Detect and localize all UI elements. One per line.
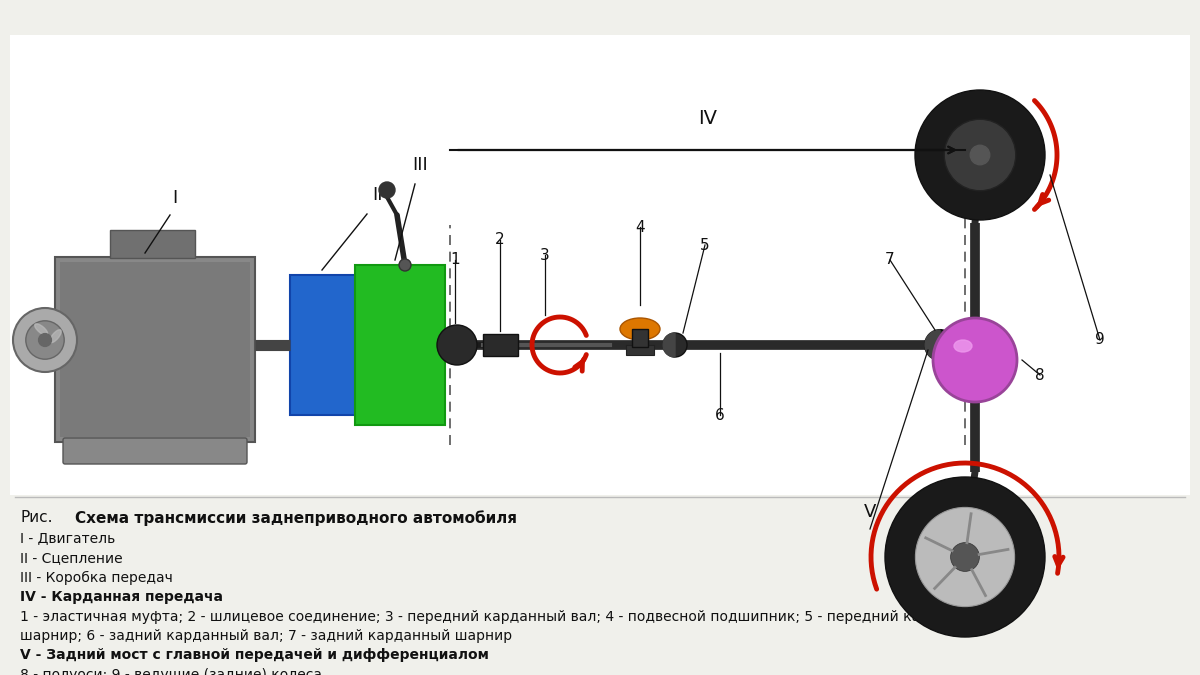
Text: V - Задний мост с главной передачей и дифференциалом: V - Задний мост с главной передачей и ди…	[20, 649, 488, 662]
Ellipse shape	[620, 318, 660, 340]
Circle shape	[934, 318, 1018, 402]
Wedge shape	[662, 333, 674, 357]
Text: 1 - эластичная муфта; 2 - шлицевое соединение; 3 - передний карданный вал; 4 - п: 1 - эластичная муфта; 2 - шлицевое соеди…	[20, 610, 985, 624]
Text: Рис.: Рис.	[20, 510, 53, 525]
Text: I: I	[173, 189, 178, 207]
Bar	[110, 230, 194, 258]
Text: III - Коробка передач: III - Коробка передач	[20, 570, 173, 585]
Text: 7: 7	[886, 252, 895, 267]
Text: 6: 6	[715, 408, 725, 423]
Bar	[60, 262, 250, 437]
Text: V: V	[864, 503, 876, 521]
Bar	[626, 345, 654, 355]
Ellipse shape	[954, 340, 972, 352]
Bar	[55, 257, 256, 442]
Text: 5: 5	[700, 238, 710, 252]
Text: II - Сцепление: II - Сцепление	[20, 551, 122, 565]
FancyBboxPatch shape	[64, 438, 247, 464]
Text: III: III	[412, 156, 428, 174]
Text: 8 - полуоси; 9 - ведущие (задние) колеса: 8 - полуоси; 9 - ведущие (задние) колеса	[20, 668, 322, 675]
Circle shape	[916, 508, 1015, 607]
Bar	[290, 275, 355, 415]
Text: 4: 4	[635, 219, 644, 234]
Bar	[10, 35, 1190, 495]
Circle shape	[925, 330, 955, 360]
Text: 8: 8	[1036, 367, 1045, 383]
Circle shape	[26, 321, 65, 359]
Bar	[632, 329, 648, 347]
Text: Схема трансмиссии заднеприводного автомобиля: Схема трансмиссии заднеприводного автомо…	[74, 510, 517, 526]
Circle shape	[971, 145, 990, 165]
Circle shape	[944, 119, 1015, 191]
Text: 3: 3	[540, 248, 550, 263]
Bar	[355, 265, 445, 425]
Text: IV: IV	[698, 109, 718, 128]
Ellipse shape	[35, 324, 48, 335]
Circle shape	[379, 182, 395, 198]
Text: шарнир; 6 - задний карданный вал; 7 - задний карданный шарнир: шарнир; 6 - задний карданный вал; 7 - за…	[20, 629, 512, 643]
Wedge shape	[925, 330, 940, 360]
Text: 2: 2	[496, 232, 505, 248]
Text: 1: 1	[450, 252, 460, 267]
Bar	[482, 334, 518, 356]
Circle shape	[398, 259, 410, 271]
Circle shape	[13, 308, 77, 372]
Text: 9: 9	[1096, 333, 1105, 348]
Text: I - Двигатель: I - Двигатель	[20, 531, 115, 545]
Ellipse shape	[50, 329, 61, 343]
Circle shape	[886, 477, 1045, 637]
Text: II: II	[372, 186, 383, 204]
Circle shape	[38, 333, 52, 346]
Circle shape	[916, 90, 1045, 220]
Text: IV - Карданная передача: IV - Карданная передача	[20, 590, 223, 604]
Circle shape	[437, 325, 478, 365]
Circle shape	[950, 543, 979, 572]
Circle shape	[662, 333, 686, 357]
